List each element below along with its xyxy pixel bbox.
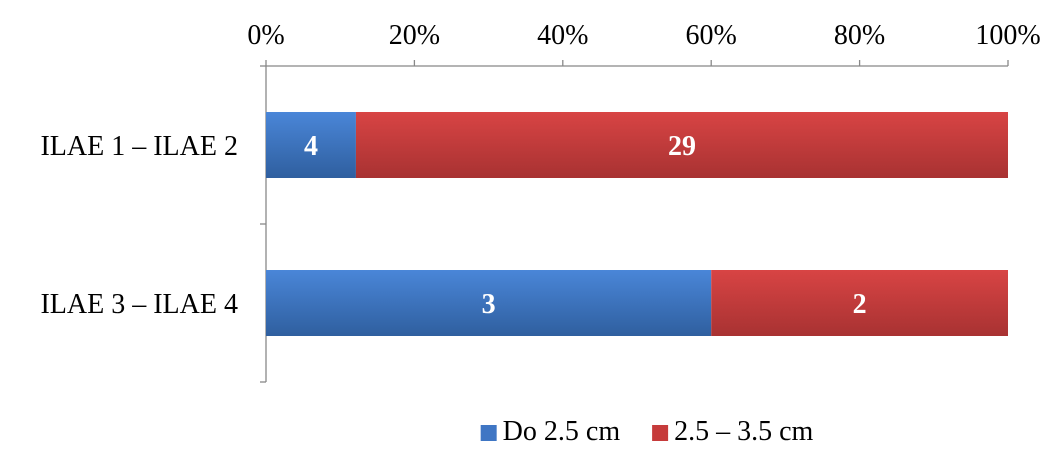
- axis-layer: 0% 20% 40% 60% 80% 100%: [247, 20, 1041, 383]
- x-tick-label: 100%: [975, 20, 1040, 51]
- x-tick-label: 60%: [686, 20, 737, 51]
- legend: Do 2.5 cm 2.5 – 3.5 cm: [480, 416, 814, 447]
- bar-segment: [266, 270, 712, 336]
- data-label: 4: [304, 131, 318, 162]
- category-label: ILAE 3 – ILAE 4: [40, 289, 238, 320]
- data-label: 29: [668, 131, 696, 162]
- x-tick-label: 80%: [834, 20, 885, 51]
- bar-segment: [711, 270, 1008, 336]
- legend-label: 2.5 – 3.5 cm: [674, 416, 813, 447]
- bar-segment: [355, 112, 1008, 178]
- bars-layer: [266, 112, 1008, 336]
- x-tick-label: 40%: [537, 20, 588, 51]
- x-tick-label: 20%: [389, 20, 440, 51]
- data-label: 3: [482, 289, 496, 320]
- legend-swatch: [480, 425, 497, 441]
- x-tick-label: 0%: [247, 20, 284, 51]
- category-label: ILAE 1 – ILAE 2: [40, 131, 238, 162]
- legend-item: 2.5 – 3.5 cm: [652, 416, 814, 447]
- legend-label: Do 2.5 cm: [503, 416, 621, 447]
- data-label: 2: [853, 289, 867, 320]
- bar-segment: [266, 112, 356, 178]
- labels-layer: ILAE 1 – ILAE 2 4 29 ILAE 3 – ILAE 4 3 2: [40, 131, 866, 320]
- legend-item: Do 2.5 cm: [480, 416, 621, 447]
- legend-swatch: [652, 425, 669, 441]
